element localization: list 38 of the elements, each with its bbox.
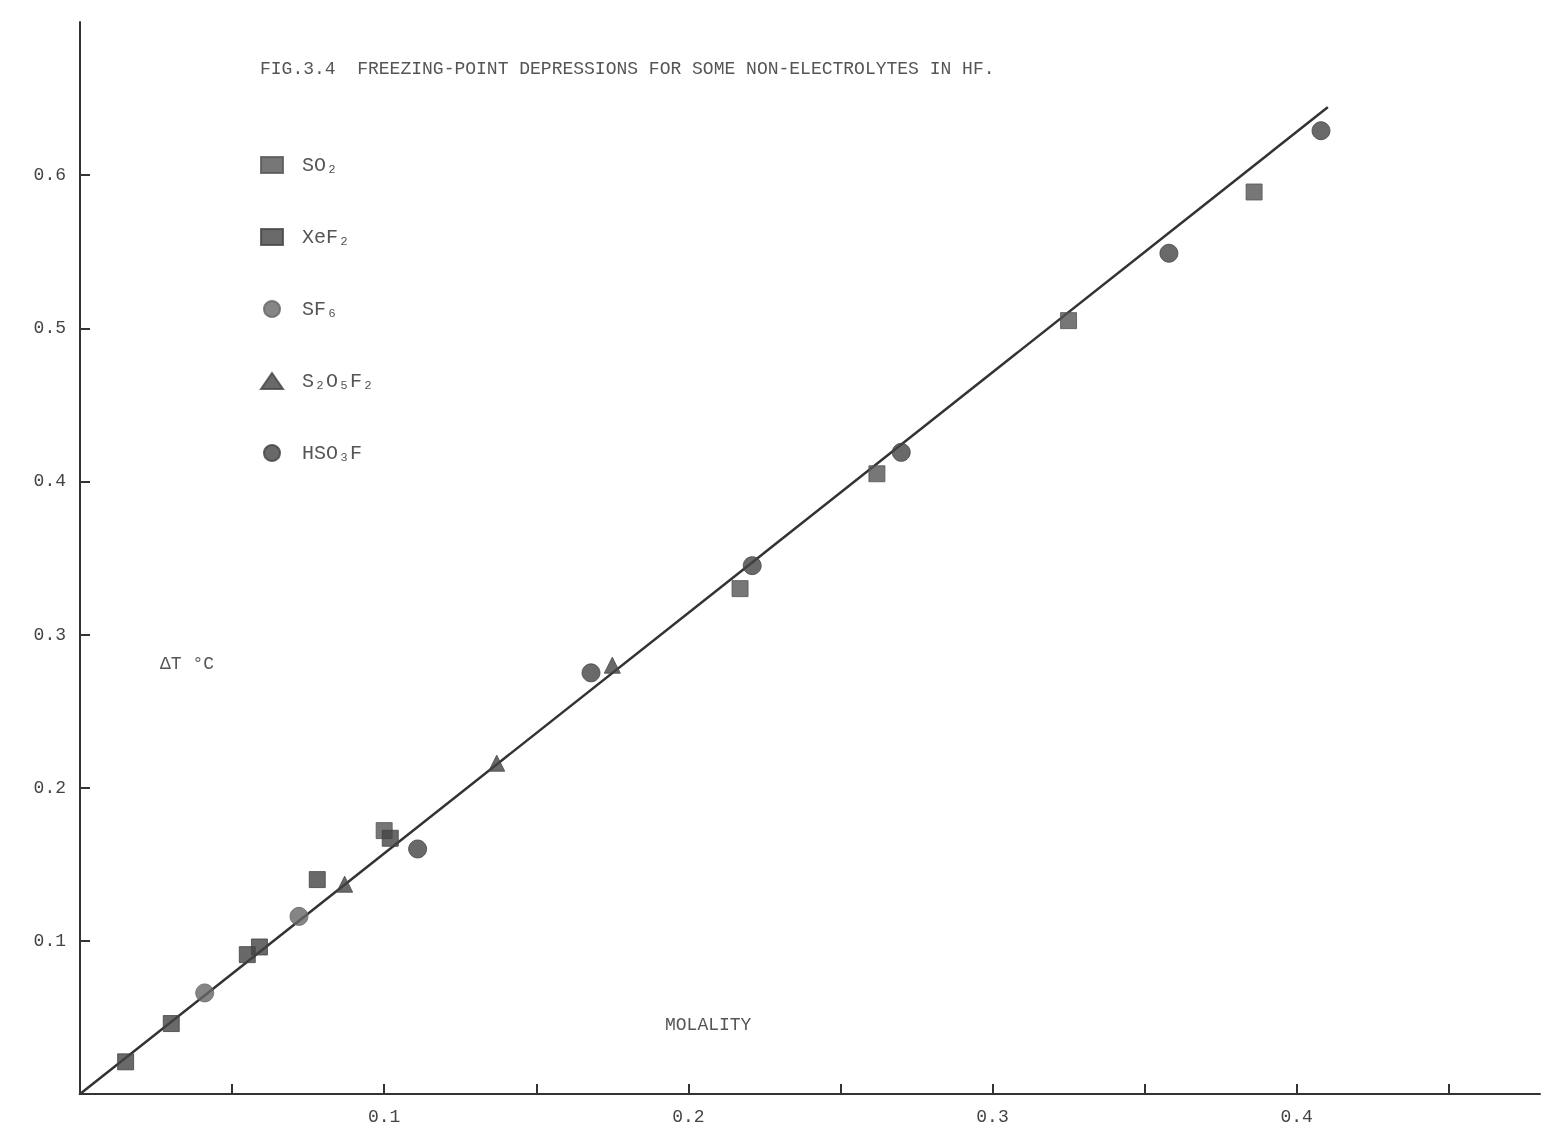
y-axis-title: ΔT °C bbox=[160, 654, 215, 674]
point bbox=[1245, 183, 1263, 201]
y-tick-label: 0.6 bbox=[33, 165, 66, 186]
x-tick-label: 0.3 bbox=[976, 1107, 1009, 1127]
legend-label: XeF₂ bbox=[302, 225, 351, 249]
point bbox=[1311, 121, 1331, 141]
point bbox=[408, 839, 428, 859]
point bbox=[308, 871, 326, 889]
point bbox=[250, 938, 268, 956]
point bbox=[581, 663, 601, 683]
point bbox=[868, 465, 886, 483]
y-tick-label: 0.3 bbox=[33, 624, 66, 645]
y-tick-label: 0.4 bbox=[33, 471, 66, 492]
point bbox=[1159, 243, 1179, 263]
x-tick-label: 0.4 bbox=[1280, 1107, 1313, 1127]
point bbox=[336, 875, 354, 893]
point bbox=[117, 1053, 135, 1071]
point bbox=[742, 556, 762, 576]
point bbox=[891, 442, 911, 462]
x-tick-label: 0.1 bbox=[367, 1107, 401, 1127]
legend-label: HSO₃F bbox=[302, 441, 363, 465]
y-tick-label: 0.2 bbox=[33, 777, 66, 798]
x-tick-label: 0.2 bbox=[672, 1107, 705, 1127]
point bbox=[195, 983, 215, 1003]
point bbox=[603, 656, 621, 674]
legend-label: S₂O₅F₂ bbox=[302, 369, 375, 393]
y-tick-label: 0.5 bbox=[33, 318, 66, 339]
text: FIG.3.4 FREEZING-POINT DEPRESSIONS FOR SOME NON-ELECTROLYTES IN HF. bbox=[260, 59, 995, 79]
y-tick-label: 0.1 bbox=[33, 930, 66, 951]
point bbox=[289, 906, 309, 926]
legend-label: SF₆ bbox=[302, 297, 339, 321]
x-axis-title: MOLALITY bbox=[665, 1015, 752, 1035]
point bbox=[731, 580, 749, 598]
point bbox=[381, 829, 399, 847]
point bbox=[1060, 312, 1078, 330]
point bbox=[162, 1015, 180, 1033]
point bbox=[488, 754, 506, 772]
legend-label: SO₂ bbox=[302, 153, 339, 177]
